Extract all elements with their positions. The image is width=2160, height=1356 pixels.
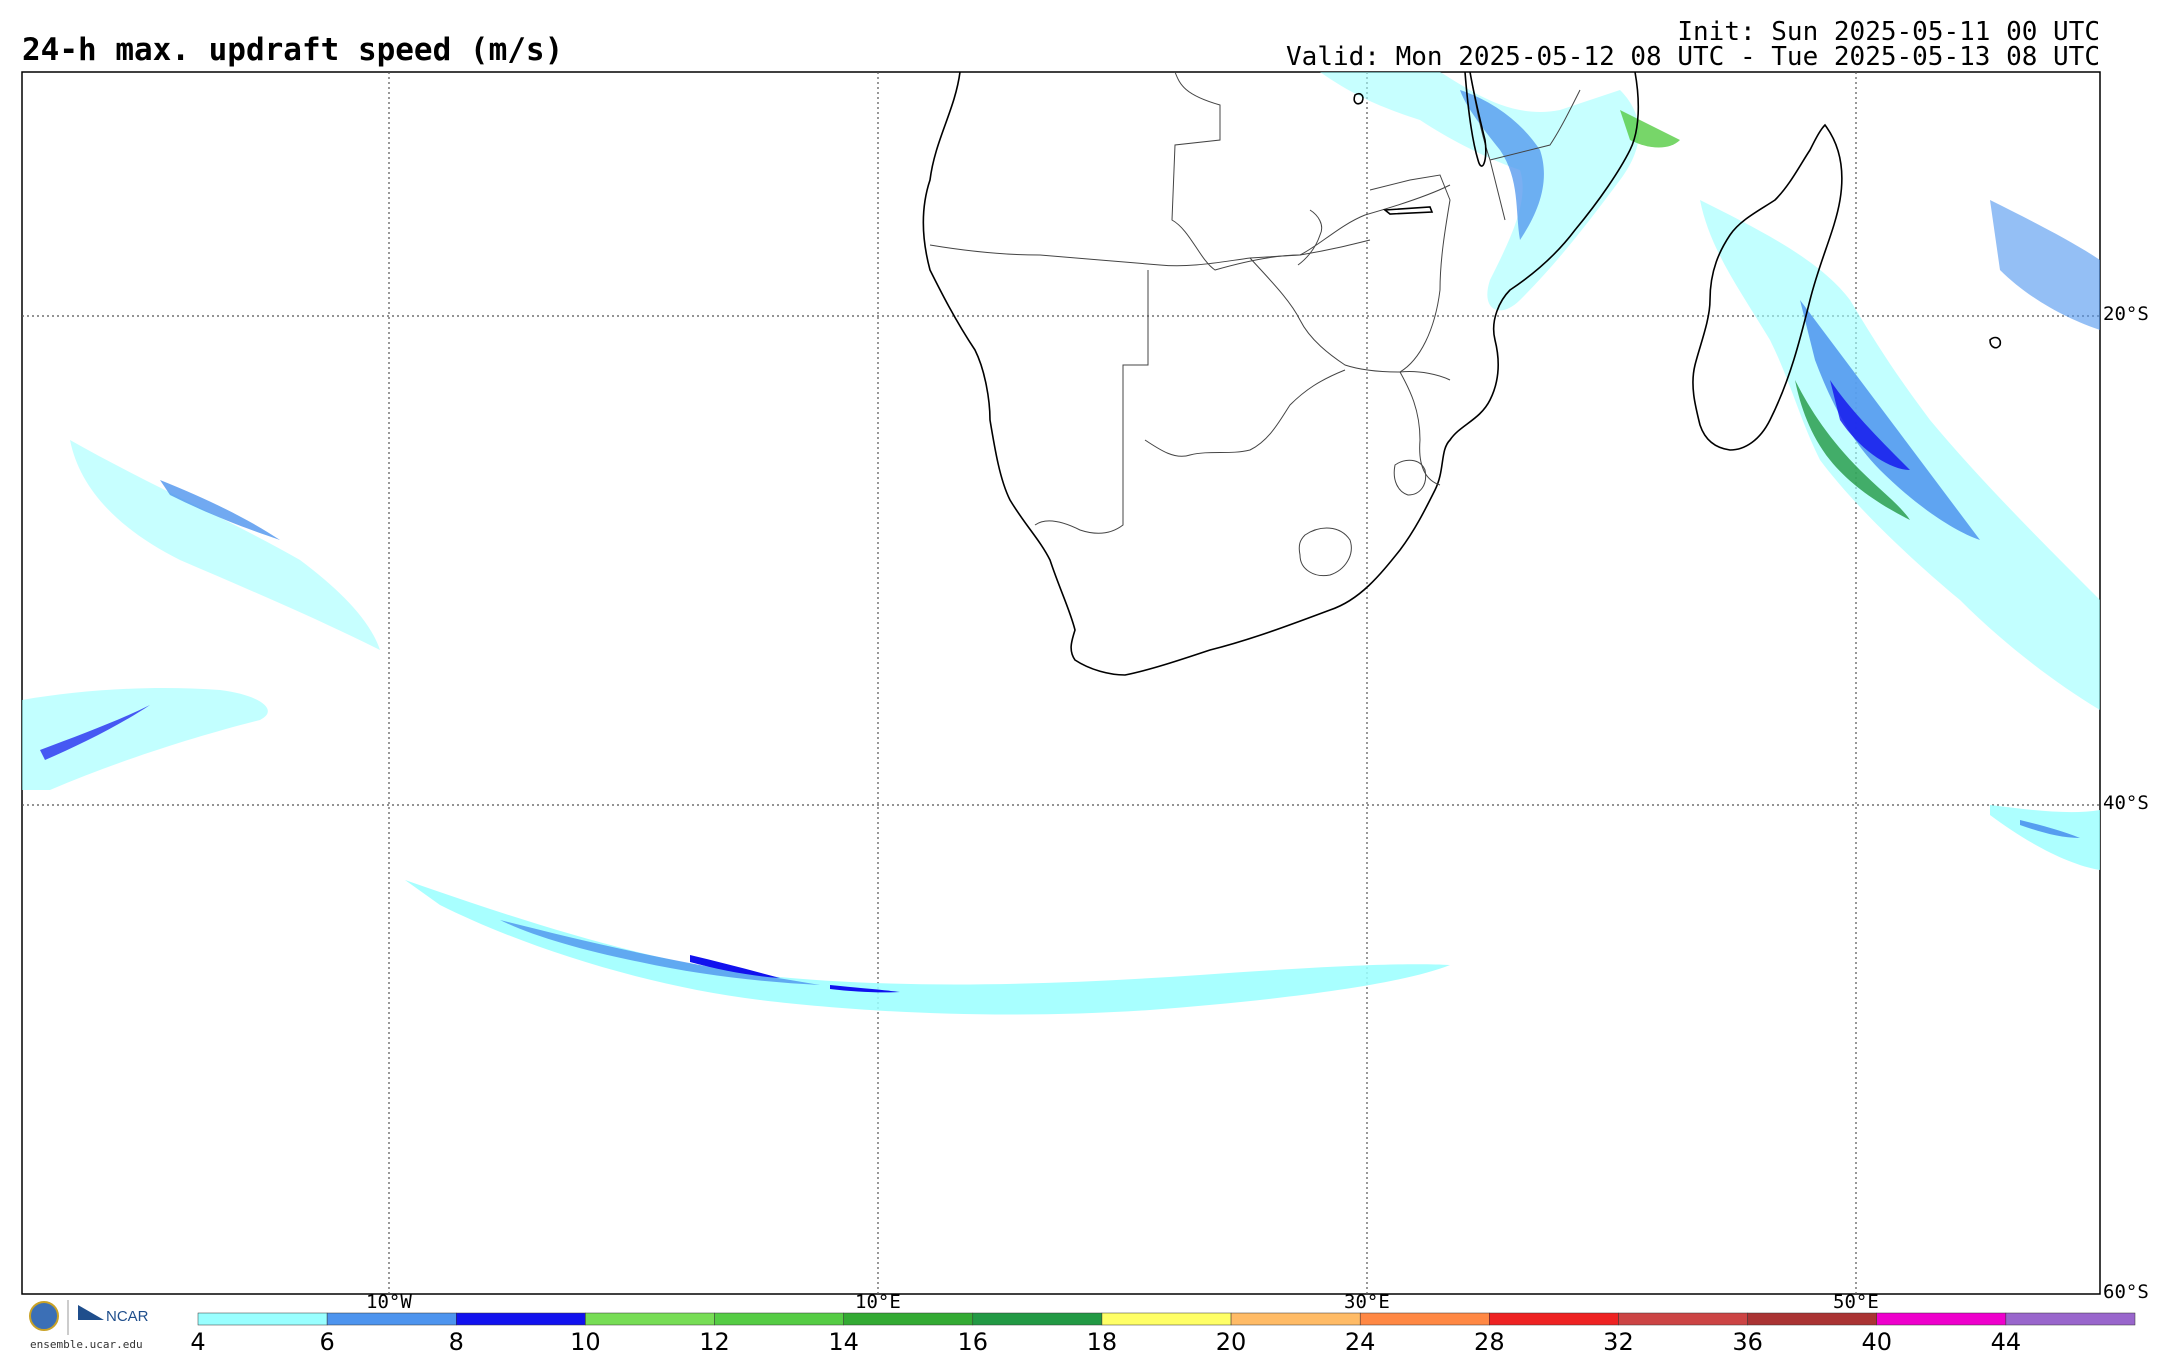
- colorbar-tick-label: 18: [1086, 1328, 1118, 1356]
- colorbar-segment: [1230, 1312, 1361, 1326]
- colorbar-segment: [326, 1312, 457, 1326]
- lakes: [1353, 71, 2002, 349]
- colorbar-tick-label: 6: [319, 1328, 335, 1356]
- updraft-shading: [22, 72, 2100, 1015]
- madagascar-coast: [1692, 123, 1843, 451]
- colorbar-tick-label: 32: [1603, 1328, 1634, 1356]
- colorbar-segment: [714, 1312, 844, 1326]
- colorbar-tick-label: 40: [1861, 1328, 1892, 1356]
- africa-coast: [922, 71, 1640, 676]
- colorbar-tick-label: 10: [570, 1328, 601, 1356]
- colorbar-tick-label: 4: [190, 1328, 206, 1356]
- colorbar-segment: [1489, 1312, 1619, 1326]
- colorbar-tick-label: 14: [828, 1328, 859, 1356]
- graticule: [22, 72, 2100, 1294]
- colorbar-tick-label: 44: [1990, 1328, 2022, 1356]
- country-borders: [929, 71, 1581, 577]
- lon-label-10e: 10°E: [855, 1291, 901, 1313]
- colorbar-tick-label: 36: [1732, 1328, 1763, 1356]
- ncar-logo-text: NCAR: [106, 1308, 149, 1325]
- lat-label-20s: 20°S: [2103, 303, 2149, 325]
- lat-label-60s: 60°S: [2103, 1281, 2149, 1303]
- colorbar-segment: [1618, 1312, 1748, 1326]
- valid-time: Valid: Mon 2025-05-12 08 UTC - Tue 2025-…: [1286, 42, 2100, 72]
- colorbar-segment: [2005, 1312, 2136, 1326]
- colorbar: [197, 1312, 2136, 1326]
- colorbar-tick-label: 24: [1344, 1328, 1376, 1356]
- colorbar-tick-label: 28: [1474, 1328, 1505, 1356]
- colorbar-segment: [456, 1312, 586, 1326]
- coastlines: [922, 71, 1843, 676]
- colorbar-tick-label: 20: [1215, 1328, 1247, 1356]
- colorbar-segment: [585, 1312, 715, 1326]
- colorbar-segment: [197, 1312, 328, 1326]
- lon-label-10w: 10°W: [366, 1291, 412, 1313]
- colorbar-tick-label: 8: [448, 1328, 464, 1356]
- colorbar-segment: [1101, 1312, 1232, 1326]
- colorbar-segment: [1747, 1312, 1877, 1326]
- colorbar-segment: [1876, 1312, 2007, 1326]
- colorbar-segment: [1359, 1312, 1490, 1326]
- chart-title: 24-h max. updraft speed (m/s): [22, 32, 564, 68]
- ncar-logo: [29, 1300, 104, 1335]
- colorbar-segment: [843, 1312, 974, 1326]
- colorbar-segment: [972, 1312, 1103, 1326]
- footer-url: ensemble.ucar.edu: [30, 1338, 143, 1351]
- colorbar-tick-label: 12: [699, 1328, 730, 1356]
- nsf-seal-icon: [29, 1301, 59, 1331]
- colorbar-tick-label: 16: [957, 1328, 989, 1356]
- init-time: Init: Sun 2025-05-11 00 UTC: [1677, 17, 2100, 47]
- lat-label-40s: 40°S: [2103, 792, 2149, 814]
- lon-label-30e: 30°E: [1344, 1291, 1390, 1313]
- ncar-mark-icon: [78, 1305, 104, 1320]
- run-info: Init: Sun 2025-05-11 00 UTC Valid: Mon 2…: [1286, 17, 2100, 72]
- lon-label-50e: 50°E: [1833, 1291, 1879, 1313]
